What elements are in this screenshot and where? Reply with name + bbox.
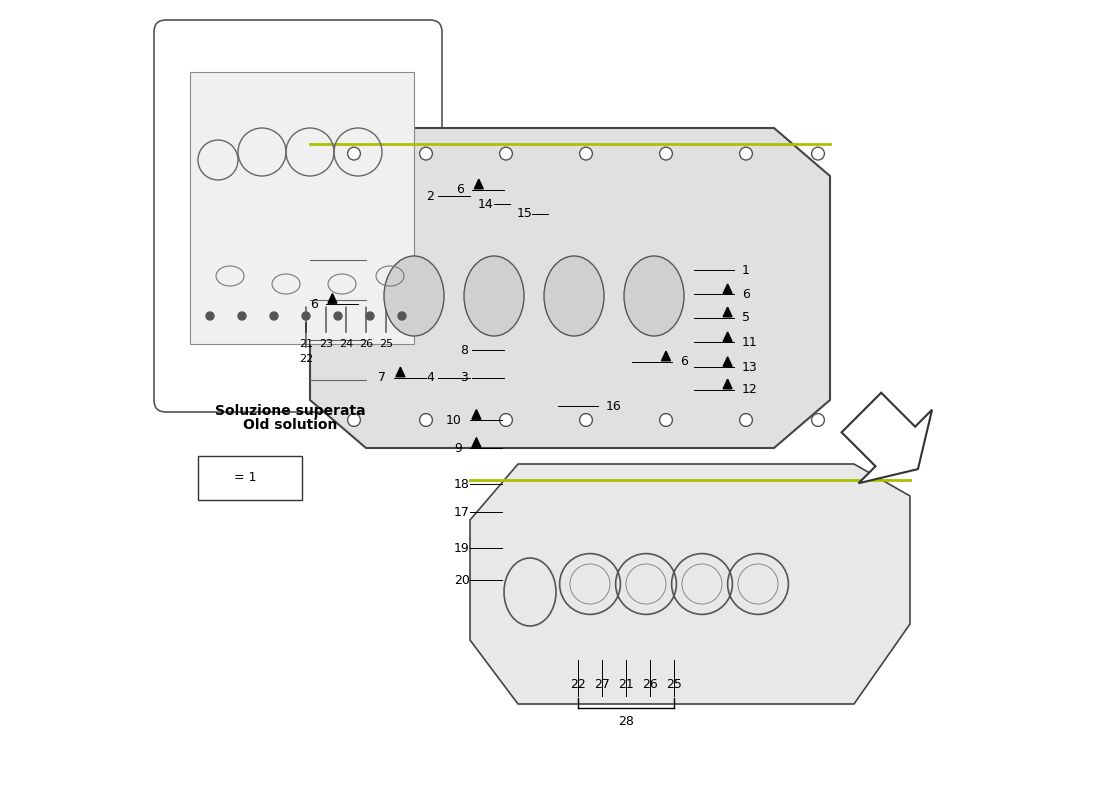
Polygon shape xyxy=(723,284,733,294)
Text: 14: 14 xyxy=(478,198,494,210)
Text: 13: 13 xyxy=(742,361,758,374)
Text: 25: 25 xyxy=(378,339,393,349)
Text: 2: 2 xyxy=(426,190,433,202)
Polygon shape xyxy=(214,468,225,480)
Circle shape xyxy=(206,312,214,320)
Text: 22: 22 xyxy=(299,354,314,364)
Circle shape xyxy=(499,414,513,426)
Text: 26: 26 xyxy=(359,339,373,349)
Polygon shape xyxy=(396,367,405,377)
Text: eu...: eu... xyxy=(249,294,340,346)
Text: 12: 12 xyxy=(742,383,758,396)
Circle shape xyxy=(580,147,593,160)
Text: a p...
parts s...: a p... parts s... xyxy=(476,303,624,417)
Text: 21: 21 xyxy=(618,678,634,690)
Circle shape xyxy=(348,414,361,426)
Text: 6: 6 xyxy=(742,288,750,301)
Text: 11: 11 xyxy=(742,336,758,349)
Text: 26: 26 xyxy=(642,678,658,690)
Text: 6: 6 xyxy=(456,183,464,196)
Circle shape xyxy=(499,147,513,160)
Circle shape xyxy=(660,147,672,160)
Text: 16: 16 xyxy=(606,400,621,413)
Circle shape xyxy=(419,147,432,160)
Text: 22: 22 xyxy=(570,678,586,690)
Polygon shape xyxy=(472,438,481,447)
Circle shape xyxy=(334,312,342,320)
Text: 9: 9 xyxy=(454,442,462,454)
Text: 6: 6 xyxy=(310,298,318,310)
Polygon shape xyxy=(723,307,733,317)
Circle shape xyxy=(812,414,824,426)
Text: 8: 8 xyxy=(461,344,469,357)
Text: 25: 25 xyxy=(667,678,682,690)
Text: 6: 6 xyxy=(681,355,689,368)
Circle shape xyxy=(270,312,278,320)
Circle shape xyxy=(812,147,824,160)
Circle shape xyxy=(238,312,246,320)
Circle shape xyxy=(660,414,672,426)
Text: 1: 1 xyxy=(742,264,750,277)
Polygon shape xyxy=(723,332,733,342)
Polygon shape xyxy=(328,294,337,303)
Text: 7: 7 xyxy=(378,371,386,384)
Polygon shape xyxy=(472,410,481,419)
Text: Old solution: Old solution xyxy=(243,418,338,432)
Text: 24: 24 xyxy=(339,339,353,349)
Text: 27: 27 xyxy=(594,678,609,690)
Circle shape xyxy=(580,414,593,426)
Polygon shape xyxy=(661,351,671,361)
Ellipse shape xyxy=(384,256,444,336)
Circle shape xyxy=(398,312,406,320)
Text: 21: 21 xyxy=(299,339,314,349)
Circle shape xyxy=(366,312,374,320)
Polygon shape xyxy=(842,393,932,483)
Circle shape xyxy=(739,414,752,426)
Text: Soluzione superata: Soluzione superata xyxy=(214,404,365,418)
Text: 10: 10 xyxy=(447,414,462,426)
Circle shape xyxy=(739,147,752,160)
Text: 23: 23 xyxy=(319,339,333,349)
Text: = 1: = 1 xyxy=(234,471,256,484)
Text: 3: 3 xyxy=(461,371,469,384)
Polygon shape xyxy=(723,379,733,389)
Text: 5: 5 xyxy=(742,311,750,324)
Text: 17: 17 xyxy=(454,506,470,518)
FancyBboxPatch shape xyxy=(154,20,442,412)
Circle shape xyxy=(302,312,310,320)
Ellipse shape xyxy=(624,256,684,336)
Text: 4: 4 xyxy=(426,371,433,384)
Text: 18: 18 xyxy=(454,478,470,490)
Polygon shape xyxy=(474,179,483,189)
Circle shape xyxy=(419,414,432,426)
Polygon shape xyxy=(190,72,414,344)
Polygon shape xyxy=(723,357,733,366)
Circle shape xyxy=(348,147,361,160)
Polygon shape xyxy=(310,128,830,448)
Polygon shape xyxy=(470,464,910,704)
Text: 20: 20 xyxy=(454,574,470,586)
Ellipse shape xyxy=(464,256,524,336)
FancyBboxPatch shape xyxy=(198,456,302,500)
Ellipse shape xyxy=(544,256,604,336)
Text: 19: 19 xyxy=(454,542,470,554)
Text: 28: 28 xyxy=(618,715,634,728)
Text: 15: 15 xyxy=(517,207,532,220)
